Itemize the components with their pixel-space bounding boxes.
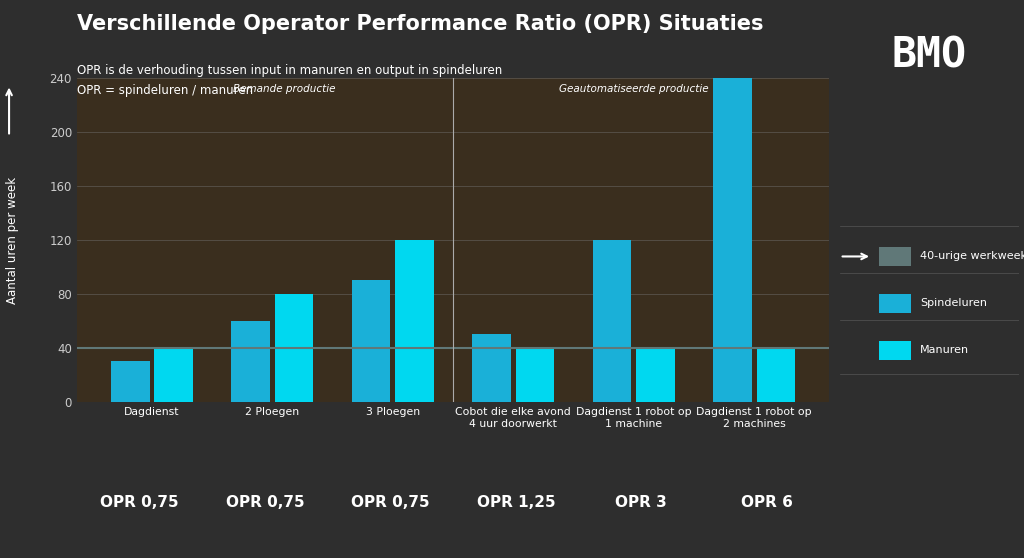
Text: OPR 1,25: OPR 1,25: [476, 495, 555, 509]
Text: Manuren: Manuren: [921, 345, 970, 355]
Bar: [231, 321, 270, 402]
Text: OPR is de verhouding tussen input in manuren en output in spindeluren
OPR = spin: OPR is de verhouding tussen input in man…: [77, 64, 502, 97]
Bar: [395, 240, 434, 402]
Bar: [593, 240, 632, 402]
Text: BMO: BMO: [892, 35, 967, 77]
Bar: [714, 78, 752, 402]
Text: OPR 6: OPR 6: [740, 495, 793, 509]
Bar: [636, 348, 675, 402]
Text: Geautomatiseerde productie: Geautomatiseerde productie: [559, 84, 709, 94]
Text: Bemande productie: Bemande productie: [233, 84, 336, 94]
Text: Aantal uren per week: Aantal uren per week: [6, 176, 18, 304]
Bar: [879, 294, 911, 312]
Bar: [274, 294, 313, 402]
Text: OPR 0,75: OPR 0,75: [100, 495, 179, 509]
Text: OPR 0,75: OPR 0,75: [351, 495, 430, 509]
Bar: [352, 280, 390, 402]
Text: Spindeluren: Spindeluren: [921, 299, 987, 309]
Bar: [879, 341, 911, 359]
Text: OPR 3: OPR 3: [615, 495, 668, 509]
Text: Verschillende Operator Performance Ratio (OPR) Situaties: Verschillende Operator Performance Ratio…: [77, 14, 763, 34]
Text: OPR 0,75: OPR 0,75: [225, 495, 304, 509]
Bar: [516, 348, 554, 402]
Bar: [155, 348, 193, 402]
Bar: [879, 247, 911, 266]
Bar: [111, 362, 150, 402]
Bar: [472, 334, 511, 402]
Bar: [757, 348, 796, 402]
Text: 40-urige werkweek: 40-urige werkweek: [921, 252, 1024, 262]
